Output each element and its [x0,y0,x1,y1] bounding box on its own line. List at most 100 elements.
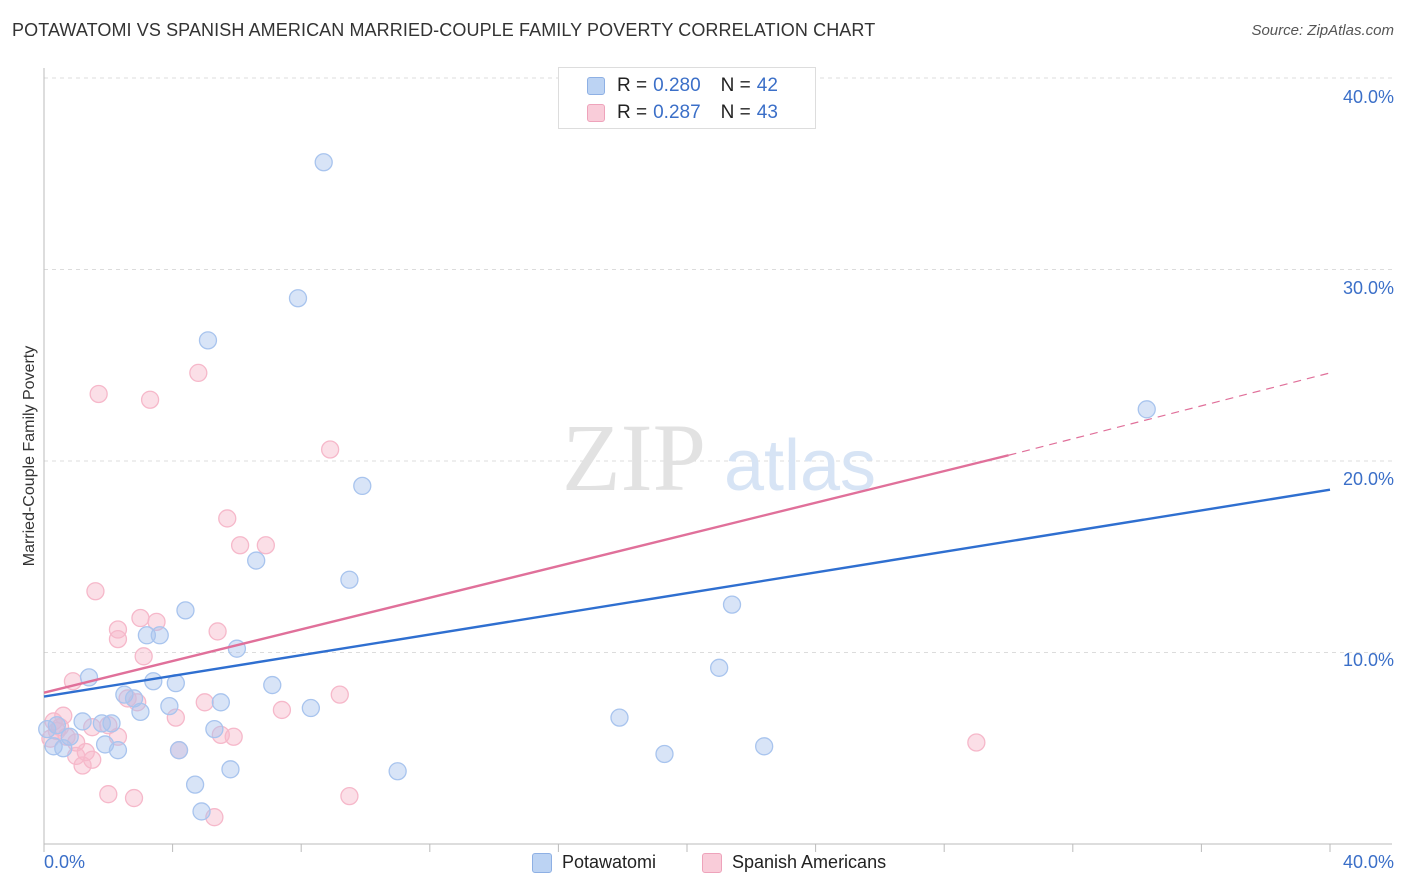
trend-line-extension-spanish-americans [1008,372,1331,456]
legend-label-spanish-americans: Spanish Americans [732,852,887,872]
point-spanish-americans-19 [272,700,292,720]
stats-row-spanish-americans: R = 0.287 N = 43 [587,101,778,125]
r-label: R = [617,102,648,123]
point-potawatomi-10 [150,626,169,645]
point-spanish-americans-13 [134,647,153,666]
point-spanish-americans-27 [224,727,243,746]
point-spanish-americans-7 [86,582,105,601]
point-potawatomi-3 [1137,400,1156,419]
point-spanish-americans-20 [166,708,185,727]
point-spanish-americans-3 [320,440,340,459]
point-spanish-americans-35 [83,750,102,769]
point-potawatomi-24 [73,712,92,731]
point-potawatomi-6 [340,570,359,589]
point-potawatomi-0 [314,153,333,172]
point-spanish-americans-15 [330,685,349,704]
y-tick-label-10: 10.0% [1342,650,1394,670]
x-tick-label-min: 0.0% [44,852,86,872]
x-tick-label-max: 40.0% [1342,852,1394,872]
point-spanish-americans-8 [131,608,150,628]
legend-swatch-spanish-americans [587,104,605,122]
point-potawatomi-7 [176,601,195,620]
point-potawatomi-8 [722,595,742,614]
point-spanish-americans-12 [108,629,128,649]
point-potawatomi-25 [92,714,112,733]
point-spanish-americans-5 [230,536,250,555]
point-potawatomi-1 [288,289,308,308]
point-spanish-americans-4 [218,509,237,528]
chart-title: POTAWATOMI VS SPANISH AMERICAN MARRIED-C… [12,20,876,40]
r-value: 0.287 [653,102,701,123]
legend-item-spanish-americans[interactable]: Spanish Americans [702,852,886,873]
point-spanish-americans-0 [189,363,208,383]
point-potawatomi-36 [755,737,774,756]
point-spanish-americans-17 [195,693,214,712]
n-label: N = [720,102,751,123]
point-potawatomi-29 [60,727,79,746]
point-potawatomi-37 [221,760,240,779]
n-label: N = [720,75,751,96]
legend-swatch-spanish-americans [702,852,722,873]
y-tick-label-40: 40.0% [1342,87,1394,107]
y-tick-label-30: 30.0% [1342,278,1394,298]
point-potawatomi-38 [388,762,407,781]
point-spanish-americans-37 [99,785,118,804]
watermark-zip: ZIP [562,404,706,511]
point-potawatomi-2 [198,331,218,350]
point-potawatomi-39 [185,775,205,794]
point-potawatomi-28 [47,716,67,735]
point-spanish-americans-38 [124,788,144,808]
r-value: 0.280 [653,75,701,96]
point-spanish-americans-6 [256,536,275,555]
legend-label-potawatomi: Potawatomi [562,852,657,872]
point-potawatomi-40 [192,802,211,821]
point-potawatomi-31 [54,739,73,758]
point-potawatomi-23 [610,708,629,727]
trend-line-potawatomi [43,488,1331,698]
n-value: 43 [756,102,778,123]
axes [43,68,1392,852]
point-potawatomi-5 [247,551,266,570]
trend-line-spanish-americans [43,454,1009,694]
point-potawatomi-33 [108,741,128,760]
point-potawatomi-19 [160,696,179,716]
point-potawatomi-27 [205,719,224,739]
legend-swatch-potawatomi [532,852,552,873]
y-tick-label-20: 20.0% [1342,469,1394,489]
point-spanish-americans-1 [89,384,108,404]
point-potawatomi-34 [169,741,189,760]
series-legend: Potawatomi Spanish Americans [0,852,1406,878]
point-potawatomi-26 [102,714,121,733]
point-potawatomi-15 [263,675,282,695]
data-points [38,153,1156,827]
point-spanish-americans-2 [140,390,160,409]
watermark-atlas: atlas [724,426,876,506]
point-spanish-americans-36 [967,733,986,752]
trend-lines [43,372,1331,698]
source-label: Source: ZipAtlas.com [1251,22,1394,39]
point-spanish-americans-24 [83,718,102,737]
point-potawatomi-22 [710,658,729,677]
legend-item-potawatomi[interactable]: Potawatomi [532,852,656,873]
point-potawatomi-16 [115,685,134,704]
point-potawatomi-18 [211,693,230,712]
stats-row-potawatomi: R = 0.280 N = 42 [587,74,778,98]
n-value: 42 [756,75,778,96]
point-potawatomi-21 [131,702,150,722]
point-spanish-americans-42 [73,756,92,775]
point-spanish-americans-10 [108,620,128,639]
legend-swatch-potawatomi [587,77,605,95]
gridlines [44,77,1392,653]
point-potawatomi-20 [301,698,320,718]
point-potawatomi-9 [137,626,157,645]
point-potawatomi-41 [38,719,57,739]
point-spanish-americans-39 [340,786,359,806]
point-potawatomi-4 [353,476,372,496]
r-label: R = [617,75,648,96]
point-potawatomi-13 [144,672,163,691]
point-spanish-americans-11 [208,622,227,641]
point-spanish-americans-21 [54,706,73,725]
point-potawatomi-35 [655,744,674,764]
stats-legend: R = 0.280 N = 42 R = 0.287 N = 43 [558,67,816,129]
